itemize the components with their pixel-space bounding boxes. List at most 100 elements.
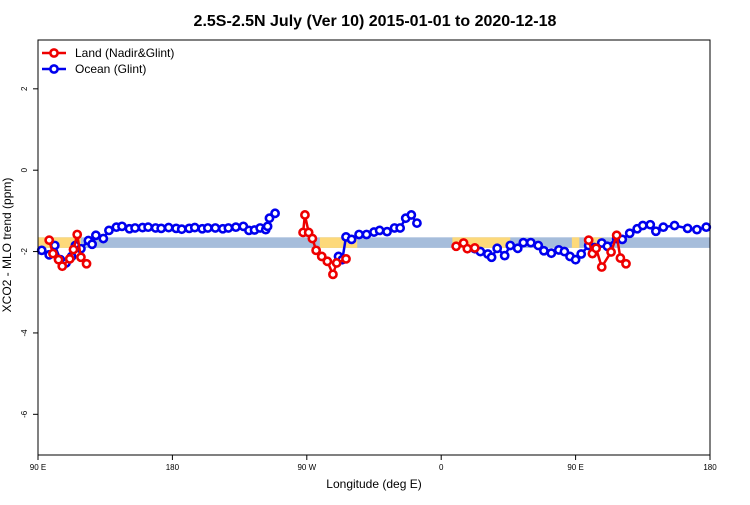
- data-point: [176, 224, 187, 235]
- x-axis: 90 E 180 90 W 0 90 E 180: [30, 455, 717, 472]
- land-band-segment: [571, 237, 580, 248]
- series-layer: [36, 208, 712, 280]
- y-axis-label: XCO2 - MLO trend (ppm): [0, 178, 14, 313]
- y-tick-label: -2: [20, 247, 29, 255]
- data-point: [341, 253, 351, 264]
- data-point: [68, 244, 79, 255]
- legend-entry: Land (Nadir&Glint): [42, 46, 174, 60]
- data-point: [210, 223, 221, 233]
- data-point: [406, 210, 417, 220]
- chart-title: 2.5S-2.5N July (Ver 10) 2015-01-01 to 20…: [194, 13, 557, 30]
- data-point: [596, 262, 607, 272]
- plot-frame: [37, 39, 711, 456]
- data-point: [300, 210, 310, 220]
- x-tick-label: 180: [166, 463, 180, 472]
- data-point: [346, 234, 357, 245]
- x-tick-label: 180: [703, 463, 717, 472]
- data-point: [538, 245, 549, 256]
- data-point: [512, 243, 523, 254]
- data-point: [518, 237, 529, 248]
- data-point: [331, 258, 342, 268]
- data-point: [570, 254, 581, 265]
- data-point: [87, 239, 98, 250]
- data-point: [682, 223, 693, 234]
- data-point: [130, 223, 140, 233]
- data-point: [117, 221, 127, 232]
- data-point: [533, 240, 544, 251]
- data-point: [230, 222, 241, 233]
- land-band-segment: [452, 237, 511, 248]
- data-point: [692, 224, 702, 235]
- legend-label: Land (Nadir&Glint): [75, 46, 174, 60]
- data-point: [611, 230, 622, 241]
- land-band-segment: [590, 237, 602, 248]
- data-point: [81, 258, 92, 269]
- data-point: [76, 252, 86, 263]
- data-point: [143, 222, 154, 233]
- data-point: [57, 261, 68, 272]
- data-point: [90, 230, 101, 241]
- data-point: [328, 269, 338, 280]
- data-point: [98, 233, 109, 244]
- data-point: [223, 223, 234, 233]
- data-point: [669, 220, 680, 231]
- data-point: [486, 252, 497, 263]
- data-point: [462, 243, 473, 254]
- legend-entry: Ocean (Glint): [42, 62, 146, 76]
- data-point: [104, 225, 114, 236]
- data-point: [156, 223, 167, 234]
- data-point: [492, 243, 503, 254]
- y-tick-label: -4: [20, 329, 29, 337]
- data-point: [202, 223, 213, 233]
- data-point: [650, 226, 661, 237]
- data-point: [637, 220, 648, 231]
- data-point: [615, 253, 626, 263]
- data-point: [701, 222, 712, 233]
- data-point: [262, 221, 273, 232]
- data-point: [44, 235, 55, 246]
- series-0: [44, 210, 631, 280]
- y-axis: 2 0 -2 -4 -6: [20, 86, 38, 418]
- data-point: [163, 222, 174, 233]
- land-band-segment: [38, 237, 81, 248]
- data-point: [72, 229, 83, 240]
- data-point: [525, 237, 536, 248]
- x-tick-label: 0: [439, 463, 444, 472]
- legend-label: Ocean (Glint): [75, 62, 146, 76]
- x-tick-label: 90 W: [297, 463, 316, 472]
- data-point: [270, 208, 280, 219]
- data-point: [658, 222, 669, 233]
- data-point: [48, 248, 58, 259]
- x-axis-label: Longitude (deg E): [326, 477, 421, 491]
- data-point: [307, 233, 318, 244]
- data-point: [412, 218, 422, 228]
- data-point: [36, 245, 47, 256]
- data-point: [505, 240, 516, 251]
- data-point: [576, 249, 587, 259]
- x-tick-label: 90 E: [567, 463, 583, 472]
- data-point: [395, 223, 406, 233]
- data-point: [382, 226, 392, 237]
- data-point: [374, 225, 385, 236]
- legend: Land (Nadir&Glint) Ocean (Glint): [42, 46, 174, 76]
- legend-marker: [49, 48, 59, 58]
- data-point: [583, 235, 594, 246]
- x-tick-label: 90 E: [30, 463, 46, 472]
- data-point: [591, 243, 602, 254]
- y-tick-label: 0: [20, 167, 29, 172]
- data-point: [361, 229, 372, 240]
- ocean-band: [38, 237, 710, 248]
- data-point: [546, 248, 557, 259]
- data-point: [645, 219, 656, 230]
- data-point: [451, 241, 462, 252]
- data-point: [606, 247, 616, 257]
- data-point: [621, 258, 631, 269]
- data-point: [354, 229, 364, 240]
- band-layer: [38, 237, 710, 248]
- land-band-segment: [319, 237, 358, 248]
- data-point: [322, 256, 333, 267]
- data-point: [189, 222, 200, 233]
- data-point: [64, 253, 75, 264]
